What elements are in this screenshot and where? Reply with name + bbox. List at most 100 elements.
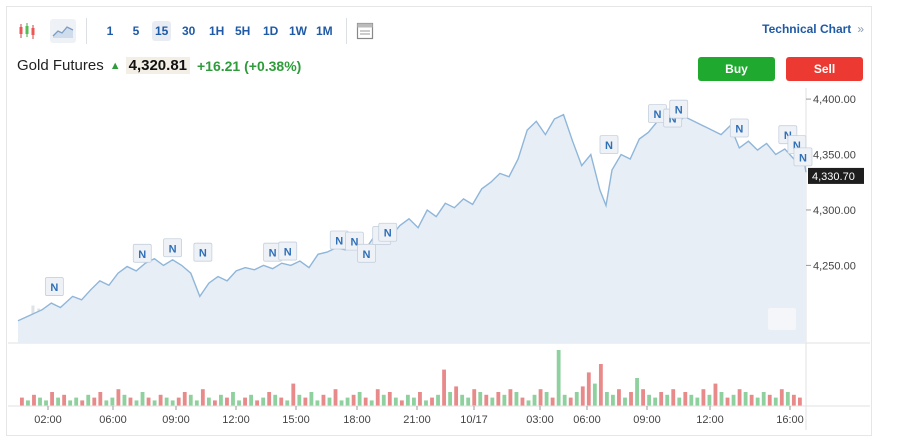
interval-1w[interactable]: 1W (289, 24, 307, 38)
news-marker-label: N (335, 236, 343, 248)
news-marker (44, 277, 64, 296)
candlestick-icon[interactable] (14, 19, 40, 43)
last-price: 4,320.81 (125, 57, 190, 74)
volume-bar (659, 392, 664, 406)
volume-bar (399, 400, 404, 406)
volume-bar (562, 394, 567, 406)
volume-bar (484, 394, 489, 406)
volume-bar (767, 394, 772, 406)
toolbar-divider (346, 18, 347, 44)
volume-bar (755, 397, 760, 406)
volume-bar (508, 389, 513, 406)
volume-bar (32, 394, 36, 406)
news-marker (669, 99, 689, 119)
news-marker (132, 243, 152, 263)
news-marker-label: N (350, 237, 358, 249)
interval-5[interactable]: 5 (132, 24, 140, 38)
interval-15[interactable]: 15 (152, 21, 172, 41)
volume-bar (598, 364, 603, 406)
volume-bar (773, 397, 778, 406)
settings-panel-icon[interactable] (352, 19, 378, 43)
volume-bar (134, 400, 139, 406)
volume-bar (74, 397, 79, 406)
volume-bar (26, 400, 30, 406)
volume-bar (623, 397, 627, 406)
change-percent: (+0.38%) (244, 57, 302, 74)
volume-bar (140, 392, 145, 406)
buy-button[interactable]: Buy (698, 57, 775, 81)
volume-bar (44, 400, 48, 406)
overlay-square (768, 308, 796, 330)
interval-1m[interactable]: 1M (316, 24, 333, 38)
news-marker (729, 118, 749, 138)
volume-bar (339, 400, 344, 406)
news-marker-label: N (199, 248, 207, 260)
quote-header: Gold Futures ▲ 4,320.81 +16.21 (+0.38%) (17, 57, 301, 74)
volume-bar (418, 392, 422, 406)
x-tick-label: 21:00 (403, 414, 431, 426)
volume-bar (152, 400, 157, 406)
x-tick-label: 06:00 (99, 414, 127, 426)
volume-bar (146, 397, 151, 406)
volume-bar (219, 394, 223, 406)
interval-5h[interactable]: 5H (235, 24, 251, 38)
volume-bar (592, 383, 597, 406)
volume-bar (164, 397, 169, 406)
news-marker-label: N (284, 247, 292, 259)
volume-bar (737, 389, 742, 406)
volume-bar (677, 397, 682, 406)
y-tick-label: 4,400.00 (813, 94, 856, 106)
y-tick-label: 4,300.00 (813, 205, 856, 217)
interval-1h[interactable]: 1H (209, 24, 225, 38)
volume-bar (212, 400, 217, 406)
volume-bar (92, 397, 97, 406)
volume-bar (538, 389, 543, 406)
volume-bar (544, 392, 549, 406)
news-marker-label: N (605, 140, 613, 152)
volume-bar (279, 397, 284, 406)
volume-bar (448, 392, 453, 406)
volume-bar (20, 397, 24, 406)
volume-bar (689, 394, 694, 406)
volume-bar (261, 397, 266, 406)
interval-30[interactable]: 30 (182, 24, 196, 38)
news-marker (793, 147, 813, 167)
volume-bar (478, 392, 483, 406)
news-marker (357, 243, 376, 263)
volume-bar (424, 400, 428, 406)
volume-bar (333, 389, 338, 406)
x-tick-label: 02:00 (34, 414, 62, 426)
x-tick-label: 15:00 (282, 414, 310, 426)
volume-bar (550, 397, 555, 406)
volume-bar (725, 397, 730, 406)
x-tick-label: 10/17 (460, 414, 488, 426)
volume-bar (206, 397, 211, 406)
news-marker-label: N (138, 249, 146, 261)
volume-bar (50, 392, 54, 406)
volume-bar (412, 397, 416, 406)
volume-bar (381, 394, 386, 406)
volume-bar (785, 392, 790, 406)
volume-bar (436, 394, 440, 406)
area-chart-icon[interactable] (50, 19, 76, 43)
volume-bar (297, 394, 302, 406)
volume-bar (327, 397, 332, 406)
interval-1d[interactable]: 1D (263, 24, 279, 38)
interval-1[interactable]: 1 (106, 24, 114, 38)
news-marker-label: N (675, 105, 683, 117)
volume-bar (285, 400, 290, 406)
volume-bar (611, 394, 615, 406)
volume-bar (68, 400, 73, 406)
volume-bar (98, 392, 103, 406)
volume-bar (641, 389, 645, 406)
volume-bar (719, 392, 724, 406)
volume-bar (604, 392, 609, 406)
news-marker-label: N (169, 243, 177, 255)
technical-chart-link[interactable]: Technical Chart » (762, 22, 864, 36)
volume-bar (743, 392, 748, 406)
volume-bar (556, 350, 561, 406)
volume-bar (62, 394, 67, 406)
volume-bar (375, 389, 380, 406)
sell-button[interactable]: Sell (786, 57, 863, 81)
volume-bar (586, 372, 591, 406)
